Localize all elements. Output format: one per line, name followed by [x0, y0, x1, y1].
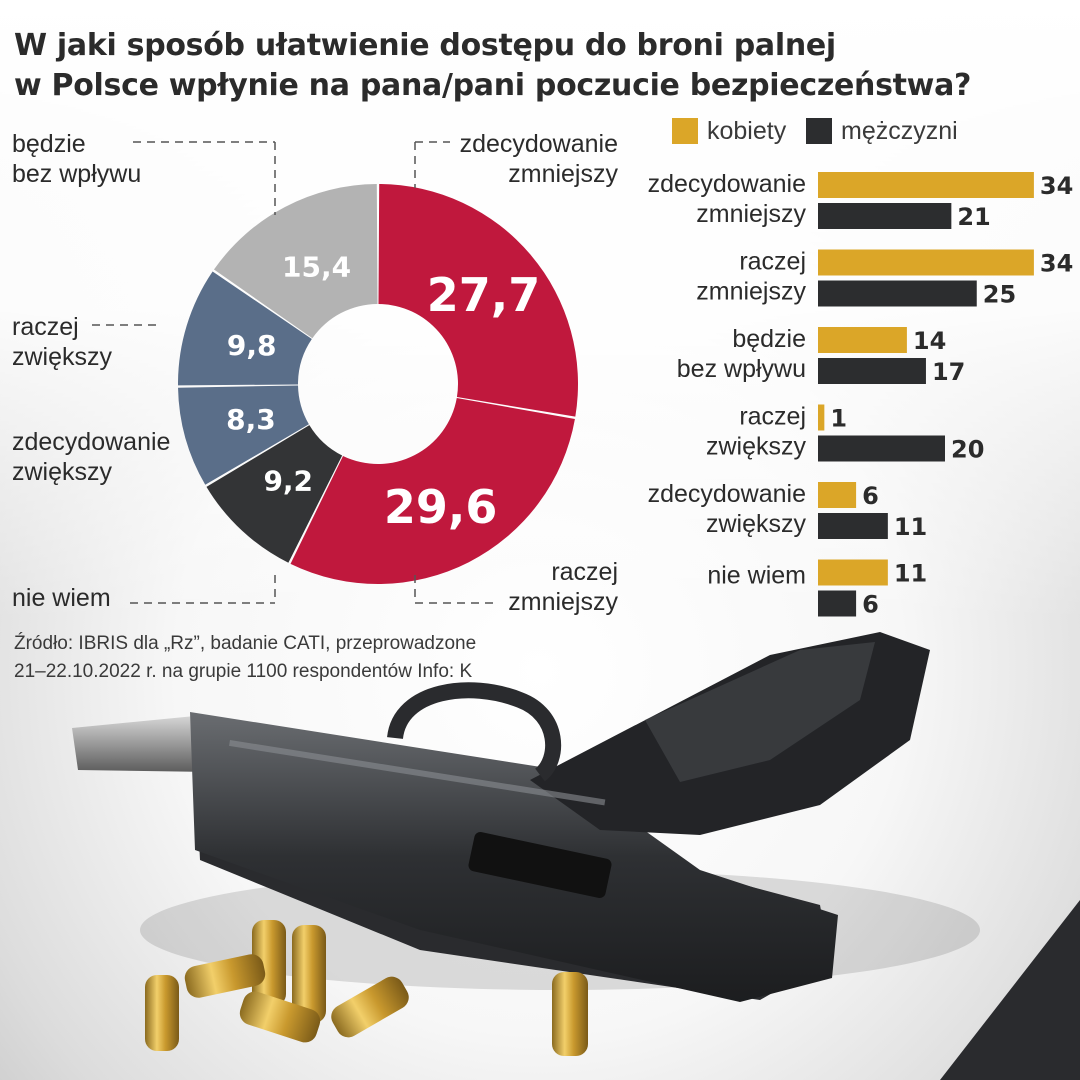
bullet: [292, 925, 326, 1023]
legend-label: kobiety: [707, 117, 787, 145]
bar: [818, 249, 1034, 276]
donut-slice: [206, 425, 343, 563]
bar-value-label: 34: [1040, 250, 1073, 278]
bar: [818, 280, 977, 307]
donut-category-label: będzie bez wpływu: [12, 130, 141, 188]
bar-value-label: 11: [894, 560, 927, 588]
bar-chart: kobiety mężczyzni zdecydowanie zmniejszy 34 2…: [648, 117, 1074, 619]
pistol-trigger-guard: [387, 682, 561, 782]
source-line-1: Źródło: IBRIS dla „Rz”, badanie CATI, pr…: [14, 633, 477, 654]
donut-slice: [178, 271, 312, 386]
bar-value-label: 34: [1040, 172, 1073, 200]
bar-category-label: raczej zmniejszy: [696, 248, 806, 306]
bar-value-label: 11: [894, 513, 927, 541]
bar: [818, 358, 926, 384]
donut-slice: [290, 397, 575, 584]
bullet: [145, 975, 179, 1051]
pistol-photo: [72, 632, 980, 1002]
source-note: Źródło: IBRIS dla „Rz”, badanie CATI, pr…: [14, 630, 476, 686]
bar-value-label: 6: [862, 591, 879, 619]
bullet: [552, 972, 588, 1056]
bar: [818, 590, 857, 617]
legend-swatch: [672, 118, 698, 144]
bar: [818, 559, 888, 586]
bar-category-label: zdecydowanie zmniejszy: [648, 170, 807, 228]
pistol-grip-panel: [645, 642, 875, 782]
donut-category-label: raczej zwiększy: [12, 313, 113, 371]
donut-slice: [213, 184, 378, 339]
donut-slice: [378, 184, 578, 417]
donut-value-label: 9,8: [227, 329, 277, 362]
pistol-barrel: [72, 715, 212, 772]
donut-category-label: raczej zmniejszy: [508, 558, 618, 616]
chart-title: W jaki sposób ułatwienie dostępu do bron…: [14, 26, 971, 106]
donut-category-label: zdecydowanie zwiększy: [12, 428, 170, 486]
donut-value-label: 8,3: [226, 403, 276, 436]
bar-category-label: zdecydowanie zwiększy: [648, 480, 807, 538]
bar-value-label: 25: [983, 281, 1016, 309]
pistol-ejection-port: [468, 831, 612, 899]
donut-category-label: zdecydowanie zmniejszy: [460, 130, 619, 188]
donut-category-label: nie wiem: [12, 584, 111, 612]
donut-callouts: będzie bez wpływu zdecydowanie zmniejszy rac…: [12, 130, 618, 616]
bar: [818, 172, 1034, 198]
bar-category-label: będzie bez wpływu: [677, 325, 806, 383]
bar-value-label: 20: [951, 436, 984, 464]
bar-value-label: 17: [932, 358, 965, 386]
bar-value-label: 6: [862, 482, 879, 510]
donut-chart: 27,7 29,6 9,2 8,3 9,8 15,4: [178, 184, 578, 584]
legend-swatch: [806, 118, 832, 144]
donut-value-label: 15,4: [282, 251, 351, 284]
bar: [818, 327, 907, 353]
bullet: [184, 954, 266, 998]
bar-value-label: 1: [830, 405, 847, 433]
bar-category-label: nie wiem: [707, 562, 806, 590]
donut-value-label: 9,2: [263, 464, 313, 497]
bar-value-label: 14: [913, 327, 946, 355]
bar-category-label: raczej zwiększy: [706, 403, 807, 461]
bar: [818, 435, 945, 462]
bar: [818, 404, 825, 431]
donut-value-label: 29,6: [384, 480, 498, 534]
donut-slice: [178, 385, 309, 485]
bullet: [239, 991, 321, 1043]
source-line-2: 21–22.10.2022 r. na grupie 1100 responde…: [14, 661, 473, 682]
pistol-highlight: [229, 740, 606, 806]
chart-title-line-2: w Polsce wpłynie na pana/pani poczucie b…: [14, 68, 972, 103]
magazine-photo: [940, 900, 1080, 1080]
donut-value-label: 27,7: [427, 268, 541, 322]
bar: [818, 482, 857, 508]
bar: [818, 203, 952, 229]
bullets-photo: [145, 920, 588, 1056]
legend-label: mężczyzni: [841, 117, 958, 145]
chart-title-line-1: W jaki sposób ułatwienie dostępu do bron…: [14, 28, 836, 63]
bullet: [331, 976, 409, 1038]
bar-value-label: 21: [957, 203, 990, 231]
bar: [818, 513, 888, 539]
bullet: [252, 920, 286, 1006]
